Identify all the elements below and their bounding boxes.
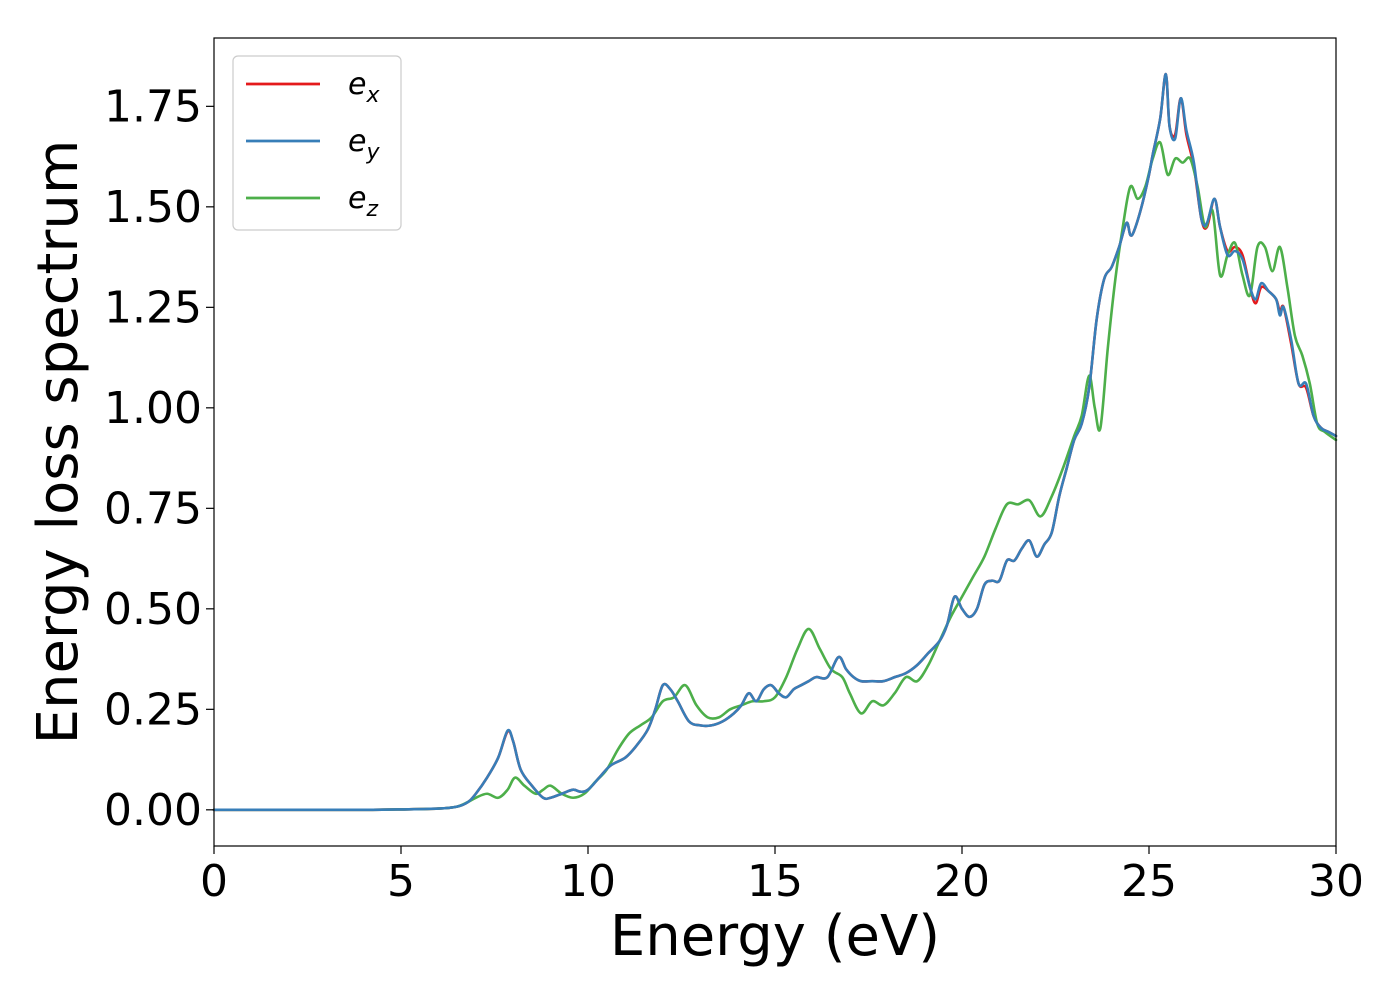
legend-label-x: ex xyxy=(348,67,380,108)
legend-label-subscript: y xyxy=(365,140,380,165)
legend-label-base: e xyxy=(348,67,366,102)
series-layer xyxy=(212,72,1338,812)
legend-label-base: e xyxy=(348,124,366,159)
x-tick-label: 10 xyxy=(560,856,616,907)
legend-label-y: ey xyxy=(348,124,380,165)
legend-label-z: ez xyxy=(348,181,378,222)
series-line-y xyxy=(212,72,1338,812)
y-tick-label: 0.50 xyxy=(104,584,202,635)
y-tick-label: 1.25 xyxy=(104,282,202,333)
y-axis-ticks: 0.00 0.25 0.50 0.75 1.00 1.25 1.50 1.75 xyxy=(104,81,214,836)
x-tick-label: 30 xyxy=(1308,856,1364,907)
y-axis-label: Energy loss spectrum xyxy=(26,140,91,745)
y-tick-label: 0.25 xyxy=(104,684,202,735)
x-axis-label: Energy (eV) xyxy=(610,904,940,969)
x-tick-label: 25 xyxy=(1121,856,1177,907)
x-tick-label: 20 xyxy=(934,856,990,907)
x-tick-label: 15 xyxy=(747,856,803,907)
y-tick-label: 0.00 xyxy=(104,785,202,836)
y-tick-label: 0.75 xyxy=(104,483,202,534)
legend-label-base: e xyxy=(348,181,366,216)
legend-frame xyxy=(232,55,402,231)
legend-label-subscript: z xyxy=(365,197,378,222)
x-axis-ticks: 0 5 10 15 20 25 30 xyxy=(200,846,1364,907)
y-tick-label: 1.75 xyxy=(104,81,202,132)
y-tick-label: 1.00 xyxy=(104,383,202,434)
legend-label-subscript: x xyxy=(365,83,380,108)
y-tick-label: 1.50 xyxy=(104,182,202,233)
x-tick-label: 5 xyxy=(387,856,415,907)
x-tick-label: 0 xyxy=(200,856,228,907)
